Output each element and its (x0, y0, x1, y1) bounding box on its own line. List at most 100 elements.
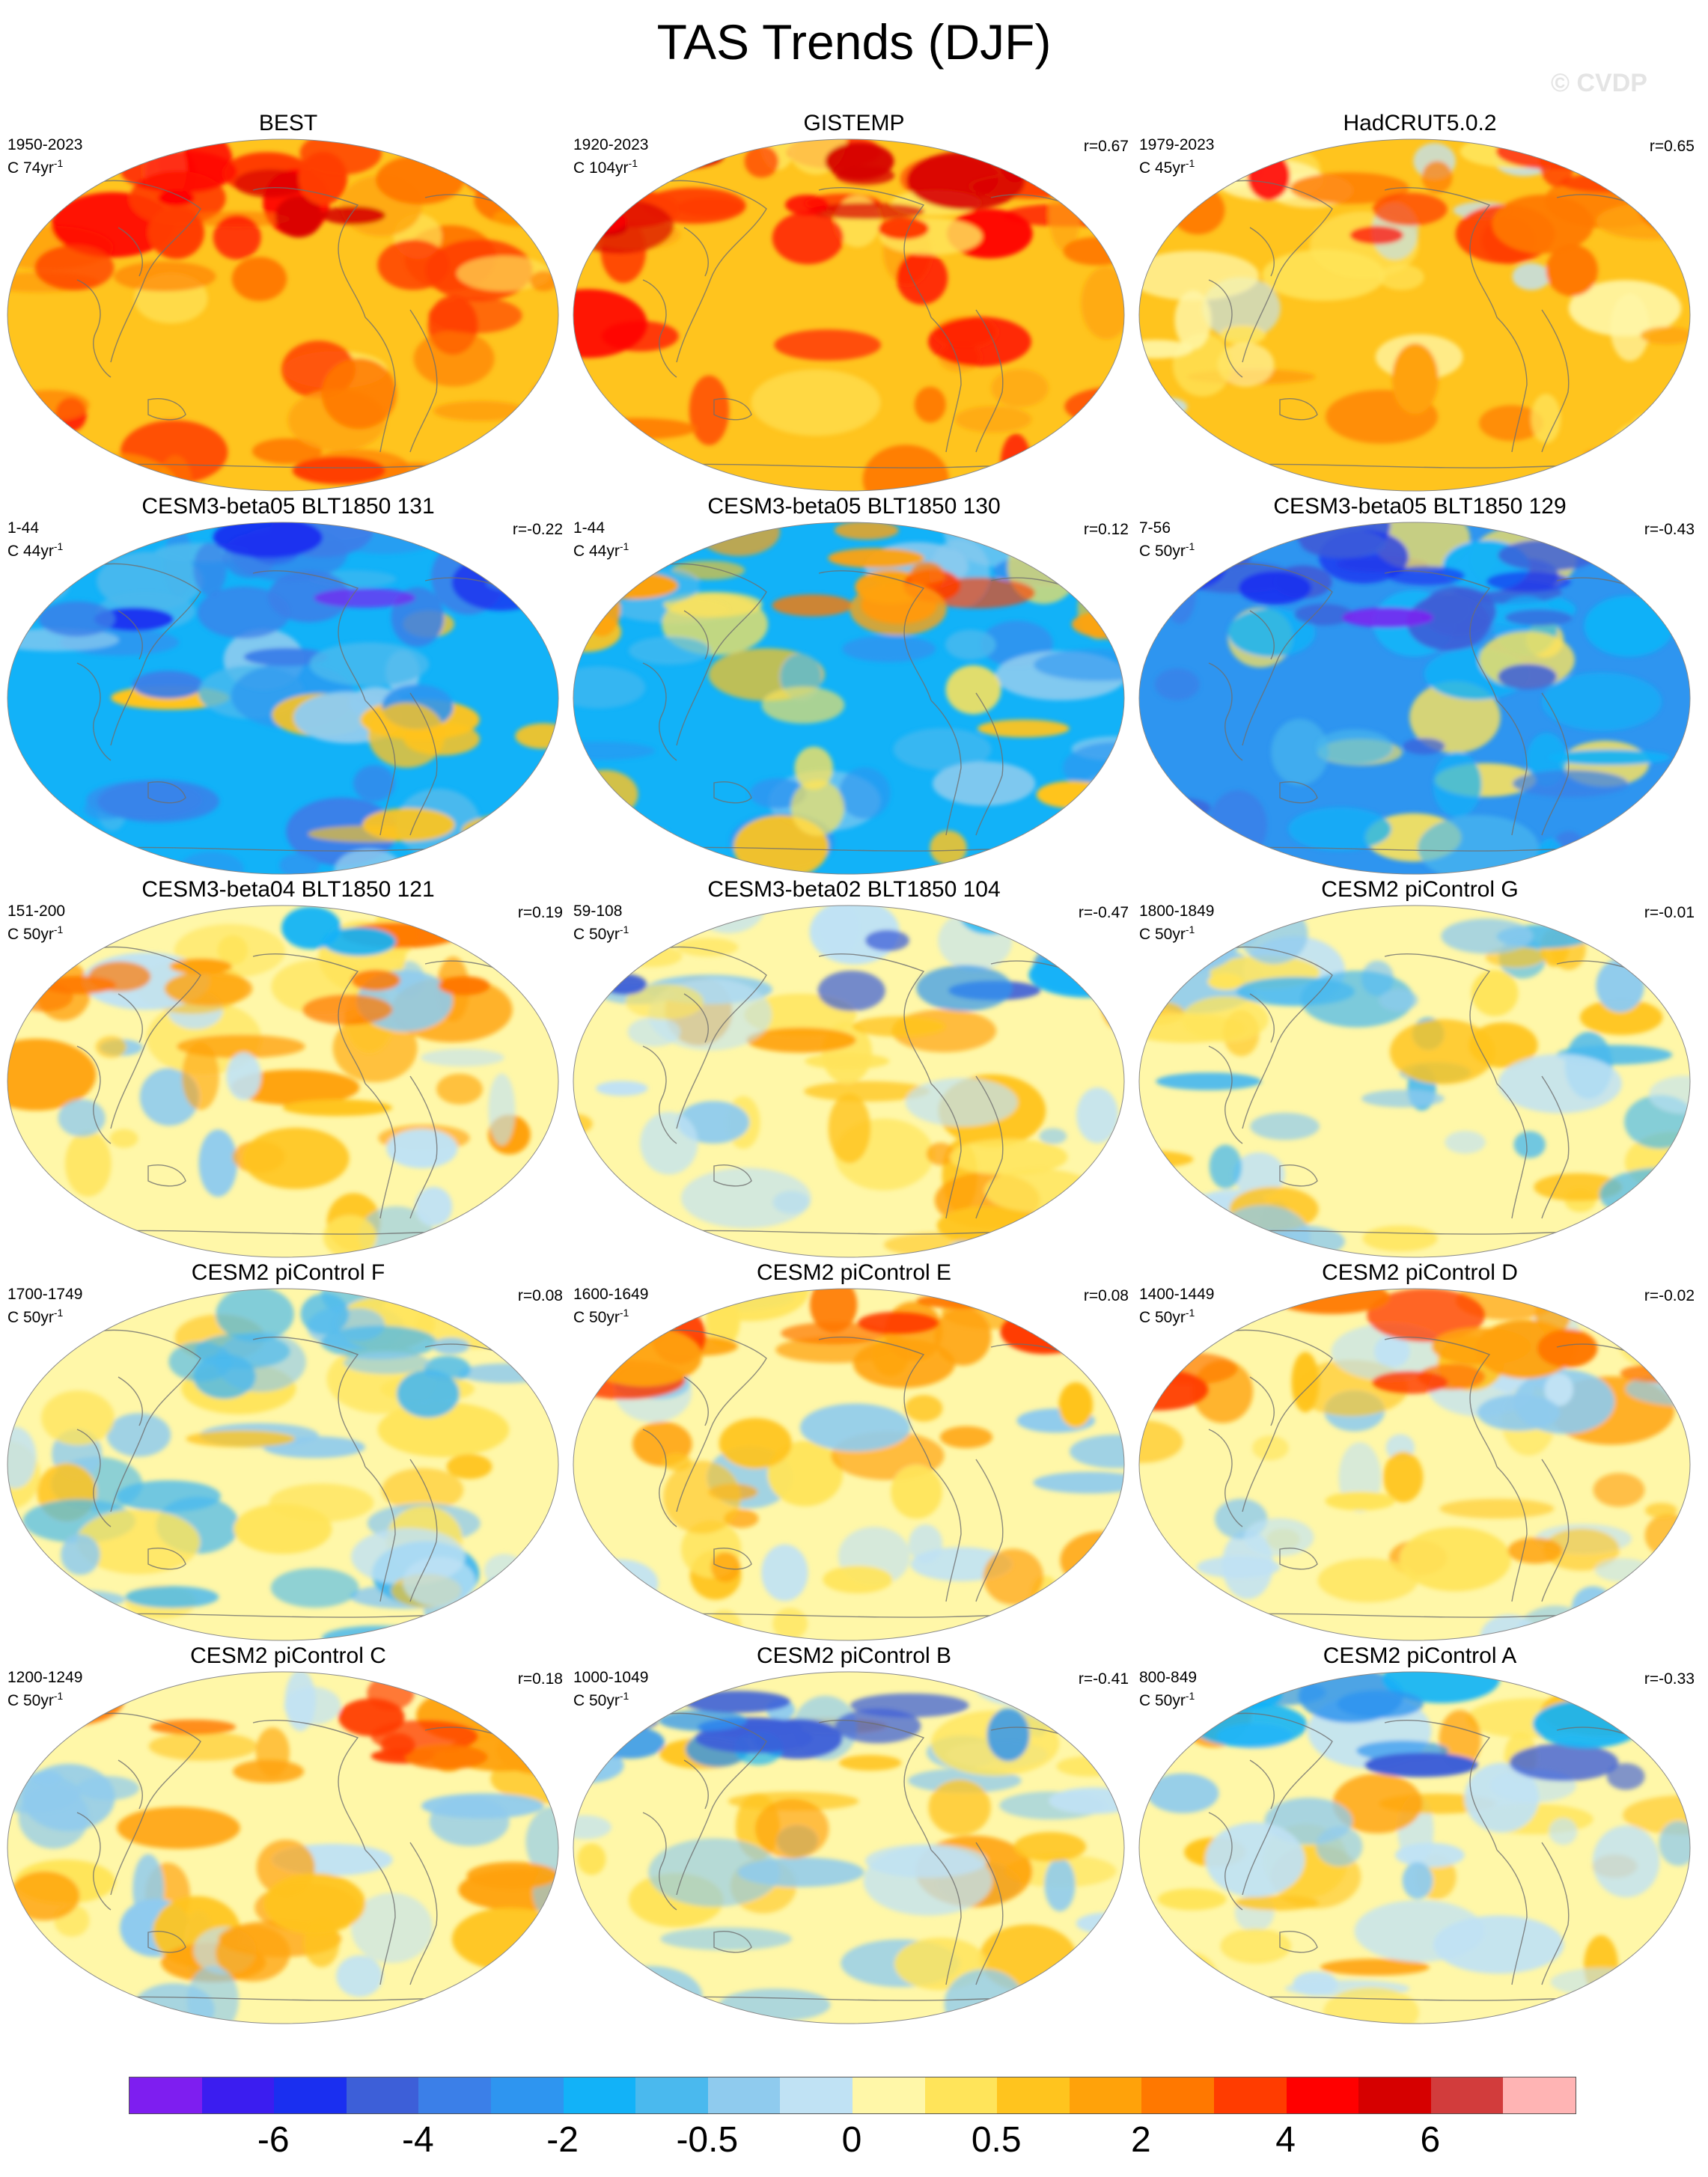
panel-period-text: C 50yr (573, 926, 620, 943)
panel-period-text: C 50yr (7, 1692, 54, 1709)
colorbar-cell (1286, 2077, 1359, 2113)
map-panel: CESM3-beta04 BLT1850 121 151-200 C 50yr-1 r… (6, 877, 570, 1259)
panel-correlation: r=-0.43 (1644, 521, 1695, 538)
panel-period: C 50yr-1 (7, 1687, 63, 1710)
map-field (573, 139, 1124, 491)
colorbar-cell (1141, 2077, 1214, 2113)
trend-map (7, 1671, 559, 2024)
panel-period-exponent: -1 (1185, 157, 1195, 169)
map-field (1139, 1289, 1690, 1640)
panel-years: 800-849 (1139, 1669, 1198, 1686)
colorbar-cell (635, 2077, 708, 2113)
panel-period: C 44yr-1 (7, 537, 63, 561)
panel-period: C 74yr-1 (7, 154, 63, 177)
colorbar-cell (346, 2077, 419, 2113)
map-panel: CESM3-beta05 BLT1850 130 1-44 C 44yr-1 r=0.… (572, 494, 1136, 876)
colorbar (129, 2077, 1576, 2114)
colorbar-cell (997, 2077, 1070, 2113)
colorbar-cell (707, 2077, 781, 2113)
panel-period-exponent: -1 (53, 157, 64, 169)
map-panel: CESM2 piControl A 800-849 C 50yr-1 r=-0.33 (1138, 1643, 1702, 2025)
colorbar-tick-label: -2 (546, 2120, 579, 2160)
panel-period-text: C 104yr (573, 159, 629, 177)
coastlines (1197, 1712, 1662, 2004)
panel-title: CESM2 piControl A (1323, 1643, 1517, 1668)
colorbar-tick-label: 2 (1131, 2120, 1151, 2160)
panel-period: C 104yr-1 (573, 154, 638, 177)
panel-period-exponent: -1 (1185, 923, 1195, 935)
map-panel: CESM3-beta02 BLT1850 104 59-108 C 50yr-1 r=… (572, 877, 1136, 1259)
trend-map (573, 522, 1125, 875)
panel-correlation: r=0.19 (517, 904, 563, 921)
panel-period-exponent: -1 (53, 923, 64, 935)
panel-period-exponent: -1 (619, 540, 629, 552)
panel-years: 1400-1449 (1139, 1286, 1215, 1303)
panel-correlation: r=0.12 (1083, 521, 1129, 538)
colorbar-cell (1069, 2077, 1142, 2113)
panel-period: C 50yr-1 (1139, 537, 1195, 561)
map-field (573, 1289, 1124, 1640)
panel-title: CESM3-beta02 BLT1850 104 (707, 877, 1001, 902)
trend-map (1138, 138, 1691, 492)
panel-period-text: C 44yr (573, 543, 620, 560)
panel-title: HadCRUT5.0.2 (1343, 111, 1497, 135)
panel-correlation: r=0.08 (517, 1287, 563, 1304)
trend-map (7, 905, 559, 1258)
map-field (7, 906, 558, 1257)
trend-map (7, 1288, 559, 1641)
panel-correlation: r=-0.01 (1644, 904, 1695, 921)
panel-years: 151-200 (7, 903, 66, 920)
panel-years: 1979-2023 (1139, 136, 1215, 153)
panel-period: C 50yr-1 (1139, 920, 1195, 944)
panel-title: CESM2 piControl B (756, 1643, 952, 1668)
colorbar-cell (274, 2077, 347, 2113)
panel-correlation: r=0.08 (1083, 1287, 1129, 1304)
panel-period-exponent: -1 (628, 157, 638, 169)
panel-period: C 50yr-1 (7, 1304, 63, 1327)
map-panel: CESM2 piControl G 1800-1849 C 50yr-1 r=-0.0… (1138, 877, 1702, 1259)
panel-period-text: C 50yr (573, 1692, 620, 1709)
panel-period-text: C 50yr (1139, 543, 1186, 560)
panel-title: CESM3-beta05 BLT1850 131 (141, 494, 435, 519)
panel-period-exponent: -1 (1185, 540, 1195, 552)
panel-period: C 50yr-1 (7, 920, 63, 944)
map-field (7, 522, 558, 874)
panel-years: 1950-2023 (7, 136, 83, 153)
panel-period-exponent: -1 (619, 1690, 629, 1702)
panel-years: 1200-1249 (7, 1669, 83, 1686)
trend-map (573, 1288, 1125, 1641)
panel-years: 7-56 (1139, 519, 1171, 537)
map-panel: BEST 1950-2023 C 74yr-1 (6, 111, 570, 492)
colorbar-cell (1503, 2077, 1576, 2113)
colorbar-cell (418, 2077, 491, 2113)
colorbar-cell (1358, 2077, 1431, 2113)
panel-years: 1-44 (573, 519, 606, 537)
panel-title: CESM2 piControl C (190, 1643, 386, 1668)
panel-years: 1700-1749 (7, 1286, 83, 1303)
map-field (1139, 522, 1690, 874)
panel-period: C 50yr-1 (1139, 1304, 1195, 1327)
map-panel: CESM2 piControl F 1700-1749 C 50yr-1 r=0.08 (6, 1260, 570, 1642)
panel-period: C 45yr-1 (1139, 154, 1195, 177)
panel-correlation: r=-0.02 (1644, 1287, 1695, 1304)
panel-title: CESM2 piControl F (191, 1260, 385, 1285)
panel-period-text: C 50yr (1139, 1692, 1186, 1709)
panel-period-exponent: -1 (53, 540, 64, 552)
panel-period: C 50yr-1 (573, 1687, 629, 1710)
panel-period-exponent: -1 (619, 923, 629, 935)
map-panel: GISTEMP 1920-2023 C 104yr-1 r=0.67 (572, 111, 1136, 492)
panel-title: CESM2 piControl G (1321, 877, 1519, 902)
panel-period-text: C 50yr (1139, 926, 1186, 943)
panel-period-exponent: -1 (1185, 1690, 1195, 1702)
map-field (1139, 139, 1690, 491)
panel-years: 1800-1849 (1139, 903, 1215, 920)
panel-correlation: r=-0.47 (1078, 904, 1129, 921)
panel-period-exponent: -1 (53, 1690, 64, 1702)
panel-correlation: r=-0.33 (1644, 1670, 1695, 1688)
map-panel: CESM2 piControl E 1600-1649 C 50yr-1 r=0.08 (572, 1260, 1136, 1642)
colorbar-tick-label: -4 (402, 2120, 434, 2160)
map-panel: HadCRUT5.0.2 1979-2023 C 45yr-1 r=0.65 (1138, 111, 1702, 492)
colorbar-tick-label: -0.5 (676, 2120, 739, 2160)
colorbar-cell (780, 2077, 853, 2113)
panel-correlation: r=-0.41 (1078, 1670, 1129, 1688)
